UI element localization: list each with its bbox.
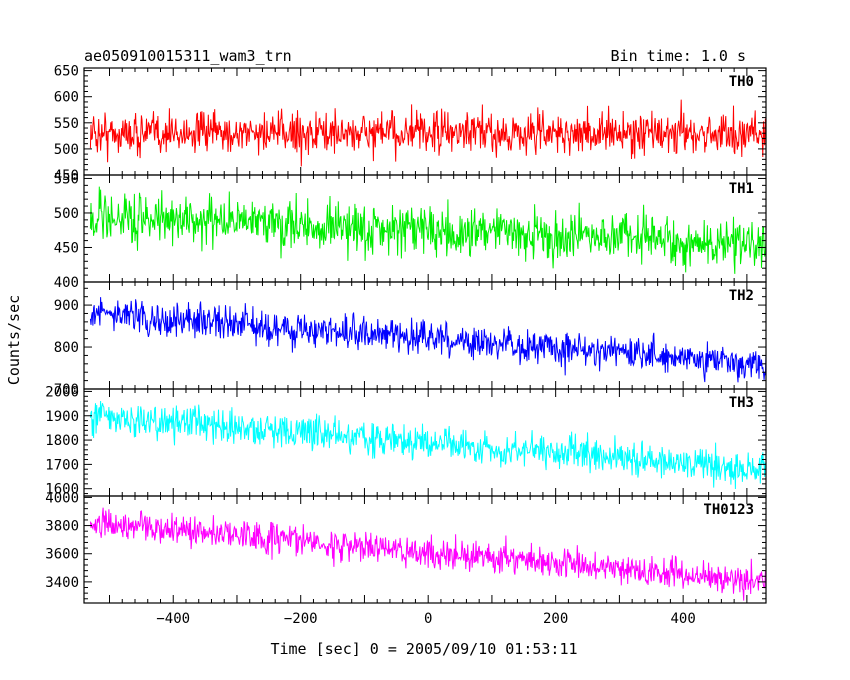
- panel-th2: TH2 700 800 900: [54, 281, 767, 398]
- y-tick-label: 800: [54, 340, 79, 356]
- y-tick-label: 550: [54, 171, 79, 187]
- y-tick-label: 450: [54, 240, 79, 256]
- y-tick-label: 1900: [45, 409, 79, 425]
- y-tick-label: 400: [54, 275, 79, 291]
- x-axis-label: Time [sec] 0 = 2005/09/10 01:53:11: [270, 640, 577, 658]
- panel-label: TH3: [729, 395, 754, 411]
- series-line-th1: [89, 186, 766, 274]
- series-line-th3: [89, 400, 766, 490]
- x-tick-label: −200: [284, 611, 318, 627]
- x-tick-label: −400: [156, 611, 190, 627]
- x-tick-label: 0: [424, 611, 432, 627]
- y-tick-label: 3600: [45, 547, 79, 563]
- x-tick-label: 400: [670, 611, 695, 627]
- panel-frame: [83, 495, 767, 604]
- panel-frame: [83, 388, 767, 497]
- y-axis-label: Counts/sec: [5, 295, 23, 385]
- y-tick-label: 450: [54, 168, 79, 184]
- y-tick-label: 1600: [45, 482, 79, 498]
- y-tick-label: 2000: [45, 384, 79, 400]
- panel-label: TH0123: [703, 502, 754, 518]
- y-tick-label: 4000: [45, 490, 79, 506]
- y-tick-label: 500: [54, 206, 79, 222]
- y-tick-label: 600: [54, 90, 79, 106]
- bin-time-label: Bin time: 1.0 s: [611, 47, 746, 65]
- x-tick-label: 200: [543, 611, 568, 627]
- y-tick-label: 650: [54, 64, 79, 80]
- series-line-th2: [89, 297, 766, 383]
- panels-group: TH0 450 500 550 600 650 TH1 400 450 500 550 TH2 700 8…: [45, 64, 767, 627]
- panel-th0: TH0 450 500 550 600 650: [54, 64, 767, 184]
- y-tick-label: 3400: [45, 575, 79, 591]
- panel-label: TH2: [729, 288, 754, 304]
- series-line-th0: [89, 99, 766, 167]
- y-tick-label: 3800: [45, 519, 79, 535]
- y-tick-label: 1700: [45, 457, 79, 473]
- panel-th3: TH3 1600 1700 1800 1900 2000: [45, 384, 767, 498]
- panel-label: TH1: [729, 181, 754, 197]
- y-tick-label: 550: [54, 116, 79, 132]
- panel-th1: TH1 400 450 500 550: [54, 171, 767, 291]
- panel-th0123: TH0123 3400 3600 3800 4000: [45, 490, 767, 604]
- panel-label: TH0: [729, 74, 754, 90]
- y-tick-label: 1800: [45, 433, 79, 449]
- y-tick-label: 700: [54, 382, 79, 398]
- y-tick-label: 900: [54, 298, 79, 314]
- y-tick-label: 500: [54, 142, 79, 158]
- chart-title: ae050910015311_wam3_trn: [84, 47, 292, 65]
- series-line-th0123: [89, 507, 766, 601]
